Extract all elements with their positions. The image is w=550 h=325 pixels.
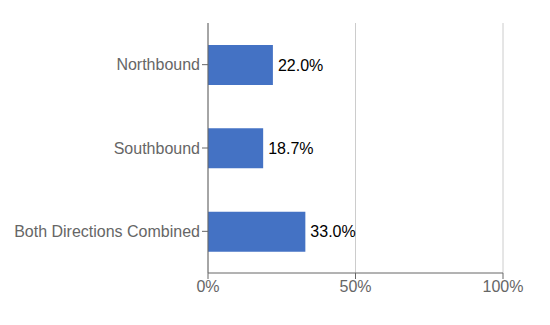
svg-text:33.0%: 33.0% xyxy=(310,223,355,240)
svg-text:18.7%: 18.7% xyxy=(268,140,313,157)
svg-text:Both Directions Combined: Both Directions Combined xyxy=(14,223,200,240)
svg-text:Southbound: Southbound xyxy=(114,140,200,157)
svg-text:100%: 100% xyxy=(483,278,524,295)
svg-text:0%: 0% xyxy=(196,278,219,295)
svg-text:22.0%: 22.0% xyxy=(278,57,323,74)
svg-text:50%: 50% xyxy=(339,278,371,295)
svg-text:Northbound: Northbound xyxy=(116,56,200,73)
